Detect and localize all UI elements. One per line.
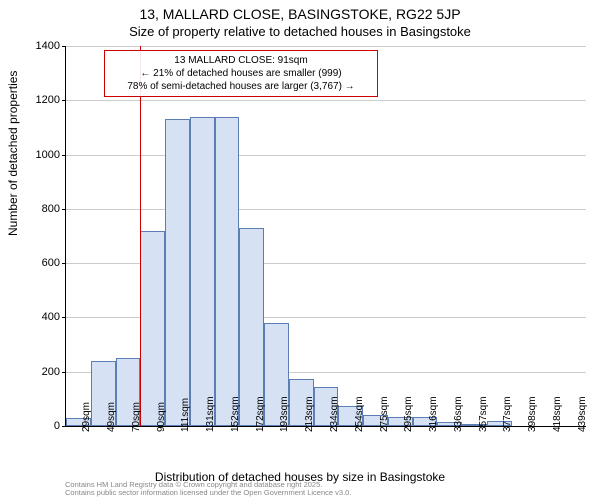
ytick-label: 1400: [20, 40, 60, 52]
ytick-label: 800: [20, 203, 60, 215]
ytick-label: 400: [20, 311, 60, 323]
ytick-mark: [62, 372, 66, 373]
gridline: [66, 100, 586, 101]
chart-subtitle: Size of property relative to detached ho…: [0, 24, 600, 39]
annotation-line: ← 21% of detached houses are smaller (99…: [111, 67, 371, 80]
gridline: [66, 46, 586, 47]
annotation-line: 13 MALLARD CLOSE: 91sqm: [111, 54, 371, 67]
plot-area: 13 MALLARD CLOSE: 91sqm← 21% of detached…: [65, 46, 586, 427]
attribution-footer: Contains HM Land Registry data © Crown c…: [65, 481, 351, 498]
ytick-mark: [62, 155, 66, 156]
annotation-line: 78% of semi-detached houses are larger (…: [111, 80, 371, 93]
ytick-mark: [62, 426, 66, 427]
ytick-label: 0: [20, 420, 60, 432]
gridline: [66, 209, 586, 210]
chart-title: 13, MALLARD CLOSE, BASINGSTOKE, RG22 5JP: [0, 6, 600, 22]
histogram-bar: [215, 117, 240, 426]
gridline: [66, 155, 586, 156]
ytick-label: 1000: [20, 149, 60, 161]
ytick-label: 600: [20, 257, 60, 269]
ytick-mark: [62, 209, 66, 210]
y-axis-label: Number of detached properties: [6, 71, 20, 236]
footer-line-2: Contains public sector information licen…: [65, 489, 351, 498]
histogram-bar: [190, 117, 215, 426]
ytick-mark: [62, 263, 66, 264]
annotation-callout: 13 MALLARD CLOSE: 91sqm← 21% of detached…: [104, 50, 378, 97]
ytick-label: 1200: [20, 94, 60, 106]
histogram-bar: [165, 119, 190, 426]
ytick-mark: [62, 46, 66, 47]
ytick-mark: [62, 100, 66, 101]
ytick-label: 200: [20, 366, 60, 378]
reference-marker-line: [140, 46, 141, 426]
ytick-mark: [62, 317, 66, 318]
histogram-bar: [140, 231, 165, 426]
